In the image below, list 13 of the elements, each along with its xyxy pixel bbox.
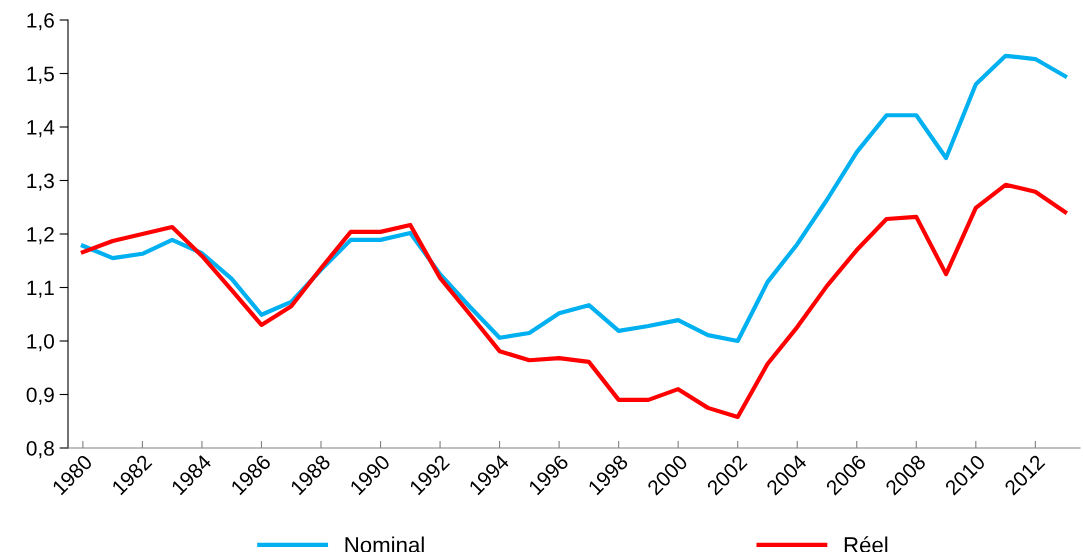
line-series (80, 182, 1068, 420)
y-tick-label: 1,2 (27, 227, 54, 245)
y-tick-label: 1,3 (27, 173, 54, 191)
y-tick-label: 1,1 (27, 280, 54, 298)
y-tick-label: 0,9 (26, 387, 54, 405)
y-tick-label: 0,8 (26, 441, 54, 459)
y-tick-label: 1,6 (27, 13, 54, 31)
y-tick-label: 1,4 (27, 120, 55, 138)
legend-label: Nominal (345, 536, 424, 552)
y-tick-label: 1,0 (27, 334, 54, 352)
line-series (80, 53, 1068, 344)
legend-label: Réel (844, 536, 888, 552)
y-tick-label: 1,5 (27, 66, 54, 84)
